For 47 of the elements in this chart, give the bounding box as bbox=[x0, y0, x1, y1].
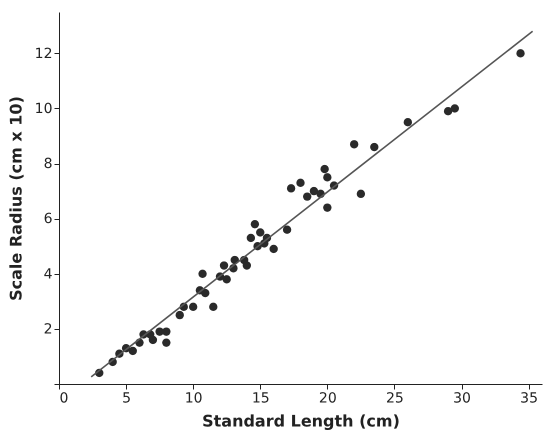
point bbox=[282, 226, 292, 234]
point bbox=[320, 164, 329, 174]
point bbox=[370, 142, 378, 152]
point bbox=[516, 49, 525, 58]
point bbox=[286, 184, 296, 193]
point bbox=[323, 203, 332, 212]
x-tick-label: 30 bbox=[453, 390, 471, 406]
point bbox=[201, 288, 210, 298]
point bbox=[176, 310, 184, 320]
point bbox=[220, 261, 228, 270]
x-tick-label: 10 bbox=[184, 390, 203, 406]
point bbox=[404, 118, 412, 126]
y-tick-label: 12 bbox=[34, 46, 52, 62]
point bbox=[303, 192, 312, 201]
point bbox=[256, 228, 264, 237]
x-tick-label: 20 bbox=[318, 390, 337, 406]
y-tick-label: 8 bbox=[44, 156, 52, 172]
x-tick-label: 15 bbox=[252, 390, 270, 406]
point bbox=[269, 244, 278, 254]
x-tick-label: 25 bbox=[386, 390, 404, 406]
point bbox=[198, 270, 207, 278]
point bbox=[162, 327, 171, 336]
y-tick-label: 4 bbox=[44, 266, 53, 282]
point bbox=[188, 302, 198, 312]
point bbox=[356, 190, 366, 198]
point bbox=[242, 261, 252, 270]
y-axis-title: Scale Radius (cm x 10) bbox=[6, 96, 26, 301]
point bbox=[444, 107, 452, 116]
x-tick-label: 5 bbox=[122, 390, 132, 406]
point bbox=[148, 336, 158, 344]
point bbox=[296, 178, 305, 188]
y-tick-label: 10 bbox=[34, 100, 52, 117]
point bbox=[222, 275, 231, 284]
point bbox=[310, 186, 318, 196]
y-tick-label: 6 bbox=[44, 211, 53, 228]
y-tick-label: 2 bbox=[44, 321, 52, 338]
point bbox=[450, 104, 459, 113]
x-axis-title: Standard Length (cm) bbox=[202, 412, 400, 430]
x-tick-label: 0 bbox=[60, 390, 68, 406]
point bbox=[323, 173, 332, 182]
point bbox=[162, 338, 171, 347]
point bbox=[350, 140, 358, 148]
point bbox=[246, 234, 256, 242]
x-tick-label: 35 bbox=[520, 390, 538, 406]
point bbox=[250, 220, 260, 228]
point bbox=[128, 346, 137, 356]
point bbox=[209, 302, 218, 312]
